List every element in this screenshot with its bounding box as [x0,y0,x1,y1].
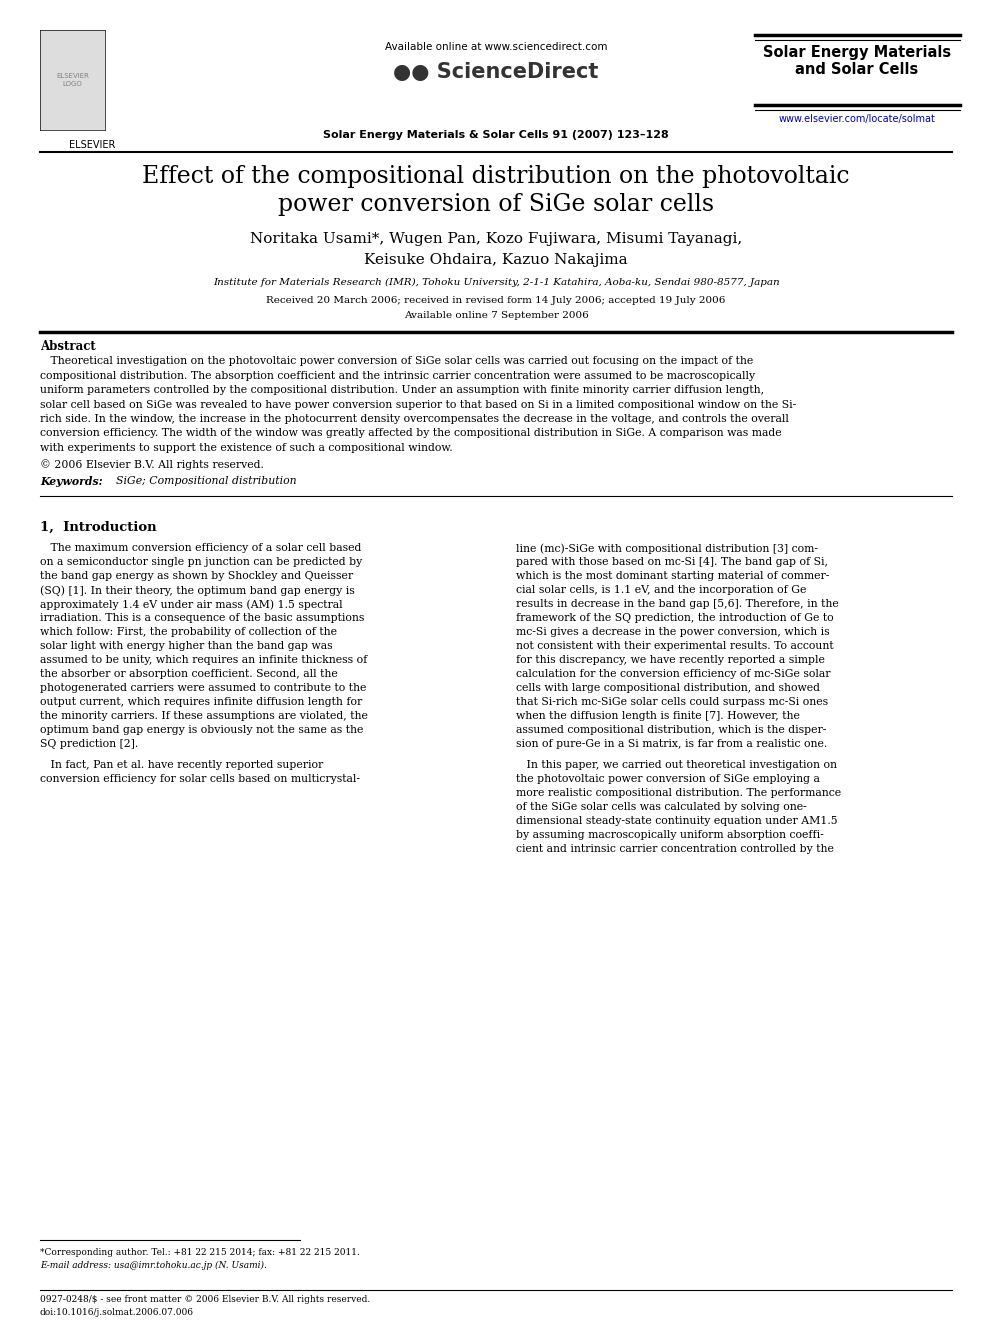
Text: Received 20 March 2006; received in revised form 14 July 2006; accepted 19 July : Received 20 March 2006; received in revi… [266,296,726,306]
Text: for this discrepancy, we have recently reported a simple: for this discrepancy, we have recently r… [516,655,825,665]
Text: Available online at www.sciencedirect.com: Available online at www.sciencedirect.co… [385,42,607,52]
Text: rich side. In the window, the increase in the photocurrent density overcompensat: rich side. In the window, the increase i… [40,414,789,423]
Text: framework of the SQ prediction, the introduction of Ge to: framework of the SQ prediction, the intr… [516,613,833,623]
Text: more realistic compositional distribution. The performance: more realistic compositional distributio… [516,789,841,798]
Text: SiGe; Compositional distribution: SiGe; Compositional distribution [116,476,297,486]
Text: Effect of the compositional distribution on the photovoltaic: Effect of the compositional distribution… [142,165,850,188]
Text: which follow: First, the probability of collection of the: which follow: First, the probability of … [40,627,337,636]
Text: mc-Si gives a decrease in the power conversion, which is: mc-Si gives a decrease in the power conv… [516,627,829,636]
Text: of the SiGe solar cells was calculated by solving one-: of the SiGe solar cells was calculated b… [516,802,806,812]
Text: results in decrease in the band gap [5,6]. Therefore, in the: results in decrease in the band gap [5,6… [516,599,839,609]
Text: not consistent with their experimental results. To account: not consistent with their experimental r… [516,642,833,651]
Text: Institute for Materials Research (IMR), Tohoku University, 2-1-1 Katahira, Aoba-: Institute for Materials Research (IMR), … [212,278,780,287]
Text: the minority carriers. If these assumptions are violated, the: the minority carriers. If these assumpti… [40,710,368,721]
Text: Theoretical investigation on the photovoltaic power conversion of SiGe solar cel: Theoretical investigation on the photovo… [40,356,753,366]
Text: 1,  Introduction: 1, Introduction [40,521,157,534]
Text: E-mail address: usa@imr.tohoku.ac.jp (N. Usami).: E-mail address: usa@imr.tohoku.ac.jp (N.… [40,1261,267,1270]
Text: cial solar cells, is 1.1 eV, and the incorporation of Ge: cial solar cells, is 1.1 eV, and the inc… [516,585,806,595]
Text: line (mc)-SiGe with compositional distribution [3] com-: line (mc)-SiGe with compositional distri… [516,542,818,553]
Text: calculation for the conversion efficiency of mc-SiGe solar: calculation for the conversion efficienc… [516,669,830,679]
Text: the band gap energy as shown by Shockley and Queisser: the band gap energy as shown by Shockley… [40,572,353,581]
Text: photogenerated carriers were assumed to contribute to the: photogenerated carriers were assumed to … [40,683,366,693]
Text: cells with large compositional distribution, and showed: cells with large compositional distribut… [516,683,820,693]
Text: SQ prediction [2].: SQ prediction [2]. [40,740,138,749]
Text: assumed to be unity, which requires an infinite thickness of: assumed to be unity, which requires an i… [40,655,367,665]
Text: approximately 1.4 eV under air mass (AM) 1.5 spectral: approximately 1.4 eV under air mass (AM)… [40,599,342,610]
Text: (SQ) [1]. In their theory, the optimum band gap energy is: (SQ) [1]. In their theory, the optimum b… [40,585,355,595]
Text: www.elsevier.com/locate/solmat: www.elsevier.com/locate/solmat [779,114,935,124]
Text: ELSEVIER: ELSEVIER [68,140,115,149]
Text: the absorber or absorption coefficient. Second, all the: the absorber or absorption coefficient. … [40,669,337,679]
Text: ELSEVIER
LOGO: ELSEVIER LOGO [57,74,89,86]
Text: Solar Energy Materials
and Solar Cells: Solar Energy Materials and Solar Cells [763,45,951,78]
Text: sion of pure-Ge in a Si matrix, is far from a realistic one.: sion of pure-Ge in a Si matrix, is far f… [516,740,827,749]
Text: the photovoltaic power conversion of SiGe employing a: the photovoltaic power conversion of SiG… [516,774,819,785]
Text: Keisuke Ohdaira, Kazuo Nakajima: Keisuke Ohdaira, Kazuo Nakajima [364,253,628,267]
Text: optimum band gap energy is obviously not the same as the: optimum band gap energy is obviously not… [40,725,363,736]
Text: dimensional steady-state continuity equation under AM1.5: dimensional steady-state continuity equa… [516,816,837,826]
Text: irradiation. This is a consequence of the basic assumptions: irradiation. This is a consequence of th… [40,613,364,623]
Text: solar light with energy higher than the band gap was: solar light with energy higher than the … [40,642,332,651]
Text: In this paper, we carried out theoretical investigation on: In this paper, we carried out theoretica… [516,759,837,770]
Text: solar cell based on SiGe was revealed to have power conversion superior to that : solar cell based on SiGe was revealed to… [40,400,797,410]
Text: cient and intrinsic carrier concentration controlled by the: cient and intrinsic carrier concentratio… [516,844,834,855]
Text: Solar Energy Materials & Solar Cells 91 (2007) 123–128: Solar Energy Materials & Solar Cells 91 … [323,130,669,140]
Text: Abstract: Abstract [40,340,96,353]
Text: ●● ScienceDirect: ●● ScienceDirect [393,62,599,82]
Text: 0927-0248/$ - see front matter © 2006 Elsevier B.V. All rights reserved.: 0927-0248/$ - see front matter © 2006 El… [40,1295,370,1304]
Text: which is the most dominant starting material of commer-: which is the most dominant starting mate… [516,572,829,581]
Text: pared with those based on mc-Si [4]. The band gap of Si,: pared with those based on mc-Si [4]. The… [516,557,828,568]
Text: The maximum conversion efficiency of a solar cell based: The maximum conversion efficiency of a s… [40,542,361,553]
Text: when the diffusion length is finite [7]. However, the: when the diffusion length is finite [7].… [516,710,800,721]
Text: output current, which requires infinite diffusion length for: output current, which requires infinite … [40,697,362,706]
Text: © 2006 Elsevier B.V. All rights reserved.: © 2006 Elsevier B.V. All rights reserved… [40,459,264,470]
Text: uniform parameters controlled by the compositional distribution. Under an assump: uniform parameters controlled by the com… [40,385,764,396]
Text: In fact, Pan et al. have recently reported superior: In fact, Pan et al. have recently report… [40,759,323,770]
Text: doi:10.1016/j.solmat.2006.07.006: doi:10.1016/j.solmat.2006.07.006 [40,1308,194,1316]
Text: assumed compositional distribution, which is the disper-: assumed compositional distribution, whic… [516,725,826,736]
Text: power conversion of SiGe solar cells: power conversion of SiGe solar cells [278,193,714,216]
Text: with experiments to support the existence of such a compositional window.: with experiments to support the existenc… [40,443,452,452]
Text: on a semiconductor single pn junction can be predicted by: on a semiconductor single pn junction ca… [40,557,362,568]
Text: compositional distribution. The absorption coefficient and the intrinsic carrier: compositional distribution. The absorpti… [40,370,755,381]
Text: by assuming macroscopically uniform absorption coeffi-: by assuming macroscopically uniform abso… [516,830,823,840]
Text: conversion efficiency for solar cells based on multicrystal-: conversion efficiency for solar cells ba… [40,774,360,785]
Text: Noritaka Usami*, Wugen Pan, Kozo Fujiwara, Misumi Tayanagi,: Noritaka Usami*, Wugen Pan, Kozo Fujiwar… [250,232,742,246]
Text: Available online 7 September 2006: Available online 7 September 2006 [404,311,588,320]
Text: conversion efficiency. The width of the window was greatly affected by the compo: conversion efficiency. The width of the … [40,429,782,438]
Text: *Corresponding author. Tel.: +81 22 215 2014; fax: +81 22 215 2011.: *Corresponding author. Tel.: +81 22 215 … [40,1248,360,1257]
Text: that Si-rich mc-SiGe solar cells could surpass mc-Si ones: that Si-rich mc-SiGe solar cells could s… [516,697,828,706]
Text: Keywords:: Keywords: [40,476,102,487]
